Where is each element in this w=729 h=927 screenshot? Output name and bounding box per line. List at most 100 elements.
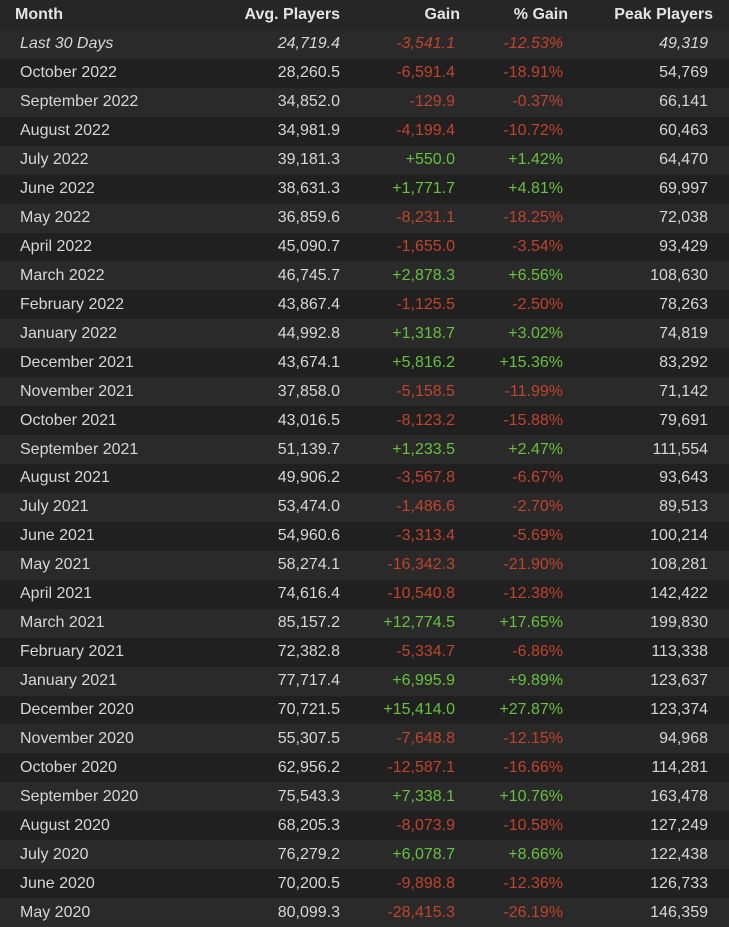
avg-players-cell: 68,205.3 [277, 816, 340, 834]
peak-players-cell: 79,691 [659, 411, 708, 429]
avg-players-cell: 28,260.5 [277, 64, 340, 82]
peak-players-cell: 113,338 [651, 643, 708, 661]
month-cell: September 2021 [20, 440, 139, 458]
avg-players-cell: 62,956.2 [277, 758, 340, 776]
table-row: April 2021 74,616.4 -10,540.8 -12.38% 142,42… [0, 579, 729, 609]
peak-players-cell: 78,263 [659, 295, 708, 313]
avg-players-cell: 24,719.4 [277, 35, 340, 53]
pct-gain-cell: -5.69% [512, 527, 563, 545]
peak-players-cell: 74,819 [659, 324, 708, 342]
pct-gain-cell: -10.58% [503, 816, 563, 834]
gain-cell: -12,587.1 [387, 758, 455, 776]
month-cell: June 2021 [20, 527, 95, 545]
month-cell: June 2020 [20, 874, 95, 892]
avg-players-cell: 70,200.5 [277, 874, 340, 892]
header-row: Month Avg. Players Gain % Gain Peak Players [0, 0, 729, 30]
gain-cell: -3,567.8 [396, 469, 455, 487]
table-row: November 2021 37,858.0 -5,158.5 -11.99% 71,1… [0, 377, 729, 407]
avg-players-cell: 53,474.0 [277, 498, 340, 516]
peak-players-cell: 93,643 [659, 469, 708, 487]
table-row: July 2020 76,279.2 +6,078.7 +8.66% 122,438 [0, 840, 729, 870]
month-cell: March 2021 [20, 614, 105, 632]
avg-players-cell: 58,274.1 [277, 556, 340, 574]
peak-players-cell: 123,374 [650, 700, 708, 718]
month-cell: October 2020 [20, 758, 117, 776]
month-cell: February 2021 [20, 643, 125, 661]
table-row: May 2021 58,274.1 -16,342.3 -21.90% 108,281 [0, 550, 729, 580]
peak-players-cell: 126,733 [650, 874, 708, 892]
month-cell: September 2022 [20, 93, 139, 111]
table-row: November 2020 55,307.5 -7,648.8 -12.15% 94,9… [0, 724, 729, 754]
month-cell: July 2022 [20, 151, 89, 169]
month-cell: May 2021 [20, 556, 91, 574]
table-row: October 2022 28,260.5 -6,591.4 -18.91% 54,76… [0, 58, 729, 88]
avg-players-cell: 85,157.2 [277, 614, 340, 632]
gain-cell: -1,125.5 [396, 295, 455, 313]
pct-gain-cell: -6.86% [512, 643, 563, 661]
pct-gain-cell: +9.89% [508, 672, 563, 690]
gain-cell: +2,878.3 [392, 266, 455, 284]
pct-gain-cell: -15.88% [503, 411, 563, 429]
pct-gain-cell: -12.38% [503, 585, 563, 603]
peak-players-cell: 142,422 [650, 585, 708, 603]
table-row: October 2021 43,016.5 -8,123.2 -15.88% 79,69… [0, 406, 729, 436]
month-cell: November 2021 [20, 382, 134, 400]
month-cell: July 2021 [20, 498, 89, 516]
pct-gain-cell: +2.47% [508, 440, 563, 458]
peak-players-cell: 54,769 [659, 64, 708, 82]
peak-players-cell: 108,630 [650, 266, 708, 284]
table-row: July 2022 39,181.3 +550.0 +1.42% 64,470 [0, 145, 729, 175]
gain-cell: +5,816.2 [392, 353, 455, 371]
pct-gain-cell: +27.87% [499, 700, 563, 718]
pct-gain-cell: -18.25% [503, 209, 563, 227]
month-cell: April 2021 [20, 585, 93, 603]
table-row: March 2021 85,157.2 +12,774.5 +17.65% 199,83… [0, 608, 729, 638]
pct-gain-cell: +8.66% [508, 845, 563, 863]
table-row: May 2022 36,859.6 -8,231.1 -18.25% 72,038 [0, 203, 729, 233]
avg-players-cell: 34,852.0 [277, 93, 340, 111]
peak-players-cell: 122,438 [650, 845, 708, 863]
table-row: August 2020 68,205.3 -8,073.9 -10.58% 127,24… [0, 811, 729, 841]
month-cell: May 2020 [20, 903, 91, 921]
avg-players-cell: 51,139.7 [277, 440, 340, 458]
gain-cell: +1,771.7 [392, 180, 455, 198]
gain-cell: -7,648.8 [396, 729, 455, 747]
header-pct-gain: % Gain [513, 6, 568, 23]
table-row: August 2021 49,906.2 -3,567.8 -6.67% 93,643 [0, 464, 729, 493]
peak-players-cell: 199,830 [650, 614, 708, 632]
peak-players-cell: 93,429 [659, 238, 708, 255]
gain-cell: +7,338.1 [392, 787, 455, 805]
gain-cell: -8,073.9 [396, 816, 455, 834]
pct-gain-cell: +6.56% [508, 266, 563, 284]
gain-cell: -1,655.0 [396, 238, 455, 255]
pct-gain-cell: -18.91% [503, 64, 563, 82]
avg-players-cell: 49,906.2 [277, 469, 340, 487]
table-row: September 2020 75,543.3 +7,338.1 +10.76% 163… [0, 782, 729, 812]
month-cell: January 2021 [20, 672, 117, 690]
pct-gain-cell: -16.66% [503, 758, 563, 776]
month-cell: December 2020 [20, 700, 134, 718]
peak-players-cell: 72,038 [659, 209, 708, 227]
gain-cell: +550.0 [405, 151, 455, 169]
table-row: September 2021 51,139.7 +1,233.5 +2.47% 111,… [0, 435, 729, 465]
peak-players-cell: 66,141 [659, 93, 708, 111]
pct-gain-cell: -2.70% [512, 498, 563, 516]
table-row: June 2021 54,960.6 -3,313.4 -5.69% 100,214 [0, 521, 729, 551]
peak-players-cell: 49,319 [659, 35, 708, 53]
peak-players-cell: 127,249 [650, 816, 708, 834]
table-row: February 2022 43,867.4 -1,125.5 -2.50% 78,26… [0, 290, 729, 320]
month-cell: September 2020 [20, 787, 139, 805]
gain-cell: -9,898.8 [396, 874, 455, 892]
peak-players-cell: 71,142 [659, 382, 708, 400]
pct-gain-cell: +15.36% [499, 353, 563, 371]
pct-gain-cell: -26.19% [503, 903, 563, 921]
avg-players-cell: 43,016.5 [277, 411, 340, 429]
avg-players-cell: 46,745.7 [277, 266, 340, 284]
avg-players-cell: 55,307.5 [277, 729, 340, 747]
avg-players-cell: 80,099.3 [277, 903, 340, 921]
gain-cell: -3,541.1 [396, 35, 455, 53]
month-cell: July 2020 [20, 845, 89, 863]
gain-cell: -8,231.1 [396, 209, 455, 227]
peak-players-cell: 114,281 [651, 758, 708, 776]
pct-gain-cell: -6.67% [512, 469, 563, 487]
